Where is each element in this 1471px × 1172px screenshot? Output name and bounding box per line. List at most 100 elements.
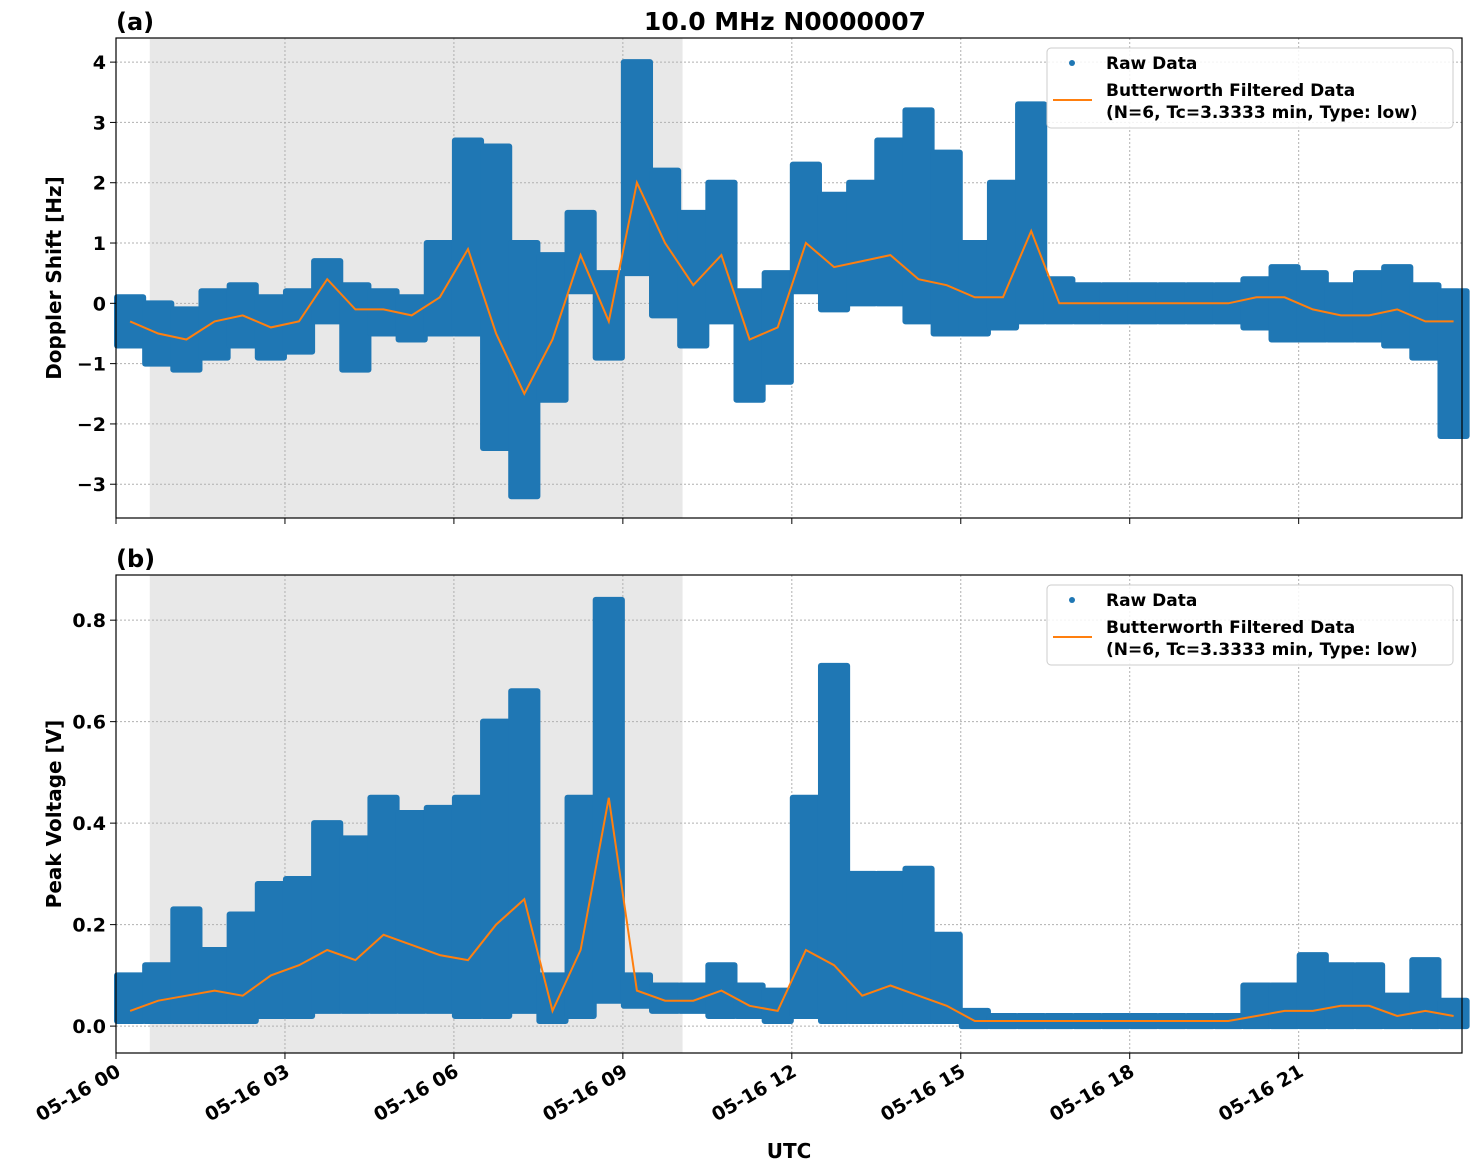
panel-label: (b) xyxy=(116,545,155,573)
raw-data-point xyxy=(761,987,794,1025)
x-tick-label: 05-16 00 xyxy=(32,1060,124,1126)
raw-data-point xyxy=(170,906,203,1025)
raw-data-point xyxy=(958,240,991,337)
axes-frame xyxy=(115,574,1463,1054)
raw-data-point xyxy=(480,718,513,1019)
raw-data-point xyxy=(1043,276,1076,325)
y-tick-label: 2 xyxy=(93,173,106,195)
raw-data-point xyxy=(1409,957,1442,1030)
raw-data-point xyxy=(789,161,822,295)
y-axis-label: Doppler Shift [Hz] xyxy=(42,176,66,380)
legend-filtered-params: (N=6, Tc=3.3333 min, Type: low) xyxy=(1106,640,1418,660)
panel-b-voltage: 0.8 0.6 0.4 0.2 0.0 05-16 00 05-16 03 05-16 06 0… xyxy=(32,545,1470,1126)
raw-data-point xyxy=(282,875,316,1019)
legend-box xyxy=(1046,47,1454,129)
raw-data-point xyxy=(677,209,710,349)
legend-filtered-label: Butterworth Filtered Data xyxy=(1106,81,1355,101)
raw-data-point xyxy=(817,662,851,1025)
raw-data-point xyxy=(705,179,738,325)
y-tick-label: 0 xyxy=(93,293,106,315)
raw-data-point xyxy=(1240,276,1273,331)
raw-data-point xyxy=(1268,264,1301,343)
y-tick-label: −2 xyxy=(77,414,106,436)
x-tick-label: 05-16 15 xyxy=(877,1060,969,1126)
raw-data-point xyxy=(311,258,344,325)
legend-filtered-label: Butterworth Filtered Data xyxy=(1106,618,1355,638)
figure-title: 10.0 MHz N0000007 xyxy=(644,7,926,36)
raw-data-point xyxy=(451,794,485,1019)
y-tick-label: 0.8 xyxy=(72,610,106,632)
raw-data-point xyxy=(367,794,400,1014)
raw-data-point xyxy=(789,794,822,1019)
axes-frame xyxy=(115,37,1463,519)
raw-data-point xyxy=(1381,992,1414,1030)
x-tick-label: 05-16 06 xyxy=(370,1060,462,1126)
legend-raw-marker xyxy=(1069,60,1075,66)
raw-data-point xyxy=(874,137,907,307)
y-tick-label: 0.4 xyxy=(72,813,106,835)
raw-data-point xyxy=(958,1007,991,1030)
raw-data-point xyxy=(114,972,147,1025)
raw-data-point xyxy=(508,240,541,500)
x-axis-label: UTC xyxy=(767,1139,812,1163)
y-tick-label: −3 xyxy=(77,474,106,496)
raw-data-point xyxy=(395,294,428,343)
raw-data-point xyxy=(508,688,541,1014)
raw-data-point xyxy=(339,282,372,373)
y-tick-label: 0.2 xyxy=(72,915,106,937)
raw-data-point xyxy=(367,288,400,337)
raw-data-point xyxy=(395,809,428,1014)
raw-data-point xyxy=(423,804,456,1014)
raw-data-point xyxy=(1015,101,1048,325)
raw-data-point xyxy=(1240,982,1273,1030)
raw-data-point xyxy=(1437,288,1470,439)
legend-raw-label: Raw Data xyxy=(1106,54,1197,74)
raw-data-point xyxy=(902,865,935,1025)
y-axis-label: Peak Voltage [V] xyxy=(42,720,66,909)
raw-data-point xyxy=(254,881,287,1019)
legend-raw-label: Raw Data xyxy=(1106,591,1197,611)
raw-data-point xyxy=(1352,270,1386,343)
raw-data-point xyxy=(592,270,625,361)
raw-data-point xyxy=(846,179,879,307)
raw-data-point xyxy=(142,962,175,1025)
raw-data-point xyxy=(874,870,907,1025)
raw-data-point xyxy=(480,143,513,452)
legend-box xyxy=(1046,584,1454,666)
raw-data-point xyxy=(930,149,963,337)
raw-data-point xyxy=(226,911,259,1025)
y-tick-label: 0.0 xyxy=(72,1016,106,1038)
legend-filtered-params: (N=6, Tc=3.3333 min, Type: low) xyxy=(1106,103,1418,123)
x-tick-label: 05-16 21 xyxy=(1215,1060,1307,1126)
raw-data-point xyxy=(1352,962,1386,1030)
raw-data-point xyxy=(423,240,456,337)
raw-data-point xyxy=(114,294,147,349)
raw-data-point xyxy=(536,972,569,1025)
panel-a-doppler: 4 3 2 1 0 −1 −2 −3 (a) Doppler Shift [Hz] Raw Data… xyxy=(42,8,1470,524)
raw-data-point xyxy=(536,252,569,403)
y-tick-label: 0.6 xyxy=(72,712,106,734)
raw-data-point xyxy=(198,288,231,361)
raw-data-point xyxy=(930,931,963,1025)
raw-data-point xyxy=(1324,962,1357,1030)
x-tick-label: 05-16 18 xyxy=(1046,1060,1138,1126)
raw-data-point xyxy=(1296,952,1329,1030)
filtered-data-line xyxy=(129,797,1454,1022)
raw-data-point xyxy=(451,137,485,337)
raw-data-point xyxy=(846,870,879,1025)
raw-data-point xyxy=(677,982,710,1014)
raw-data-point xyxy=(1381,264,1414,349)
panel-label: (a) xyxy=(116,8,154,36)
raw-data-point xyxy=(986,179,1020,331)
y-tick-label: 4 xyxy=(93,52,106,74)
legend-raw-marker xyxy=(1069,597,1075,603)
y-tick-label: −1 xyxy=(77,354,106,376)
raw-data-point xyxy=(339,835,372,1014)
x-tick-label: 05-16 12 xyxy=(708,1060,800,1126)
raw-data-point xyxy=(733,982,766,1019)
raw-data-point xyxy=(311,820,344,1014)
raw-data-point xyxy=(1324,282,1357,343)
x-tick-label: 05-16 09 xyxy=(539,1060,631,1126)
raw-data-point xyxy=(198,946,231,1025)
